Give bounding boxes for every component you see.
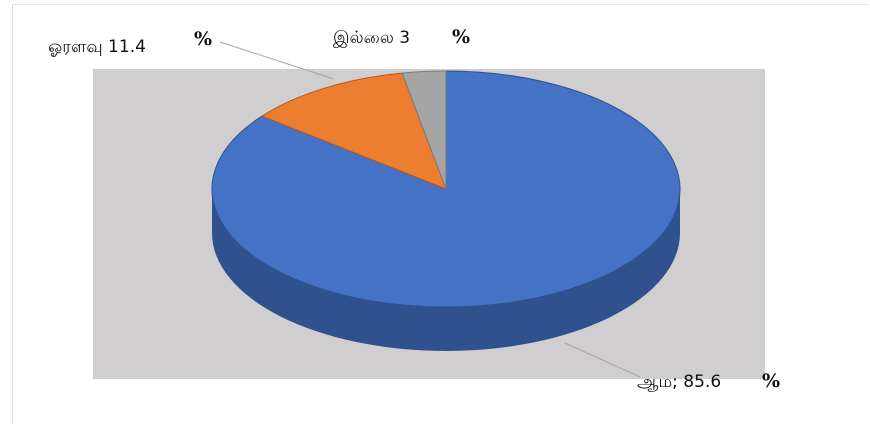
pie-slice-yes-side [212, 189, 680, 351]
leader-line-partly [219, 41, 335, 80]
data-label-partly: ஓரளவு 11.4 [48, 37, 146, 57]
chart-frame [12, 4, 868, 424]
pie-slice-partly [260, 72, 447, 190]
pie-slices [211, 70, 681, 308]
data-label-no: இல்லை 3 [333, 28, 410, 48]
data-label-no-pct: % [452, 26, 470, 48]
data-label-partly-pct: % [194, 28, 212, 50]
pie-sides [212, 189, 680, 351]
leader-lines [219, 41, 641, 378]
pie-slice-no [401, 70, 447, 190]
leader-line-yes [564, 342, 641, 378]
data-label-yes: ஆம; 85.6 [637, 372, 721, 392]
data-labels: ஆம; 85.6 % ஓரளவு 11.4 % இல்லை 3 % [48, 26, 780, 392]
data-label-yes-pct: % [762, 370, 780, 392]
